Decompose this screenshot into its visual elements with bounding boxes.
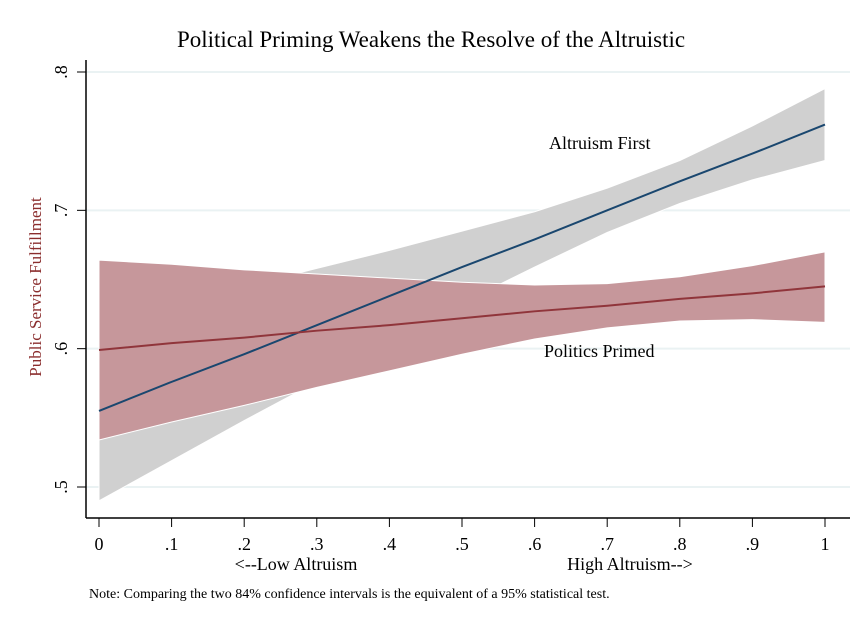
series-label-politics-primed: Politics Primed [544, 341, 655, 361]
y-tick-label: .6 [51, 342, 71, 356]
x-tick-label: .6 [528, 534, 542, 554]
confidence-band-1 [98, 251, 826, 441]
x-axis-label-left: <--Low Altruism [235, 554, 358, 574]
y-tick-label: .8 [51, 65, 71, 79]
x-tick-label: .8 [673, 534, 687, 554]
x-tick-label: .9 [746, 534, 760, 554]
x-tick-label: 1 [821, 534, 830, 554]
y-axis-label: Public Service Fulfillment [26, 197, 45, 377]
chart-note: Note: Comparing the two 84% confidence i… [89, 587, 610, 602]
y-tick-label: .5 [51, 480, 71, 494]
x-tick-label: .1 [165, 534, 179, 554]
series-line-0 [98, 123, 826, 412]
x-tick-label: .3 [310, 534, 324, 554]
x-tick-label: .4 [383, 534, 397, 554]
x-tick-label: .2 [237, 534, 251, 554]
series-label-altruism-first: Altruism First [549, 133, 651, 153]
y-tick-label: .7 [51, 204, 71, 218]
chart-title: Political Priming Weakens the Resolve of… [177, 27, 685, 52]
x-tick-label: .7 [600, 534, 614, 554]
x-tick-label: .5 [455, 534, 469, 554]
x-axis-label-right: High Altruism--> [567, 554, 693, 574]
series-line-1 [98, 285, 826, 352]
x-tick-label: 0 [95, 534, 104, 554]
